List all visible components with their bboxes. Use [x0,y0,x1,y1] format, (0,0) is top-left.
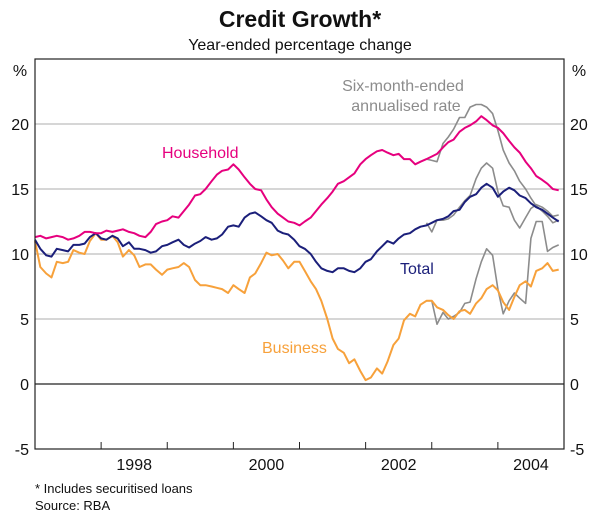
y-tick-label-right: 0 [570,377,579,394]
source-note: Source: RBA [35,498,110,513]
x-tick-label: 2004 [513,457,549,474]
label-six-month-1: Six-month-ended [342,78,464,95]
label-six-month-2: annualised rate [351,98,461,115]
y-tick-label-left: 15 [11,182,29,199]
x-tick-label: 1998 [116,457,152,474]
label-business: Business [262,340,327,357]
x-tick-label: 2002 [381,457,417,474]
series-line-total-six-month-ended-annualised [425,162,559,233]
label-household: Household [162,145,239,162]
y-unit-right: % [572,63,586,80]
y-tick-label-left: 5 [20,312,29,329]
x-tick-label: 2000 [249,457,285,474]
footnote: * Includes securitised loans [35,481,193,496]
y-tick-label-left: -5 [15,442,29,459]
y-tick-label-left: 0 [20,377,29,394]
y-unit-left: % [13,63,27,80]
series-line-household-six-month-ended-annualised [426,103,560,224]
y-tick-label-right: 5 [570,312,579,329]
y-tick-label-right: 10 [570,247,588,264]
chart-subtitle: Year-ended percentage change [188,37,412,54]
y-tick-label-left: 10 [11,247,29,264]
series-line-household [34,115,559,241]
series-line-business [34,232,559,382]
label-total: Total [400,261,434,278]
series-line-business-six-month-ended-annualised [426,220,560,326]
chart-title: Credit Growth* [219,6,381,32]
series-line-total [34,182,560,274]
y-tick-label-right: 15 [570,182,588,199]
y-tick-label-left: 20 [11,117,29,134]
y-tick-label-right: 20 [570,117,588,134]
y-tick-label-right: -5 [570,442,584,459]
